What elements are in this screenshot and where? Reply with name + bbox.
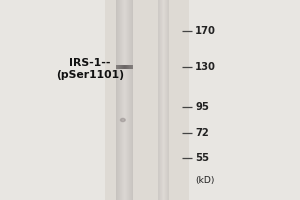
Bar bbox=[119, 65, 120, 69]
Bar bbox=[126, 0, 127, 200]
Bar bbox=[125, 65, 126, 69]
Bar bbox=[117, 0, 118, 200]
Bar bbox=[116, 0, 117, 200]
Bar bbox=[132, 65, 133, 69]
Text: IRS-1--: IRS-1-- bbox=[69, 58, 111, 68]
Text: (pSer1101): (pSer1101) bbox=[56, 70, 124, 80]
Bar bbox=[120, 65, 121, 69]
Text: 95: 95 bbox=[195, 102, 209, 112]
Bar bbox=[117, 65, 118, 69]
Bar bbox=[116, 65, 117, 69]
Bar bbox=[121, 65, 122, 69]
Text: 55: 55 bbox=[195, 153, 209, 163]
Bar bbox=[129, 0, 130, 200]
Bar bbox=[122, 0, 123, 200]
Bar bbox=[125, 0, 126, 200]
Bar bbox=[118, 0, 119, 200]
Text: 170: 170 bbox=[195, 26, 216, 36]
Bar bbox=[120, 0, 121, 200]
Bar bbox=[131, 65, 132, 69]
Bar bbox=[123, 65, 124, 69]
Bar bbox=[119, 0, 120, 200]
Bar bbox=[132, 0, 133, 200]
Circle shape bbox=[120, 118, 125, 122]
Bar bbox=[123, 0, 124, 200]
Bar bbox=[128, 0, 129, 200]
Bar bbox=[129, 65, 130, 69]
Bar bbox=[122, 65, 123, 69]
Text: 130: 130 bbox=[195, 62, 216, 72]
Text: (kD): (kD) bbox=[195, 176, 214, 184]
Bar bbox=[121, 0, 122, 200]
Bar bbox=[124, 65, 125, 69]
Bar bbox=[118, 65, 119, 69]
Bar bbox=[128, 65, 129, 69]
Bar bbox=[124, 0, 125, 200]
Bar bbox=[131, 0, 132, 200]
Bar bbox=[130, 0, 131, 200]
Bar bbox=[126, 65, 127, 69]
FancyBboxPatch shape bbox=[105, 0, 189, 200]
Bar bbox=[130, 65, 131, 69]
Text: 72: 72 bbox=[195, 128, 209, 138]
